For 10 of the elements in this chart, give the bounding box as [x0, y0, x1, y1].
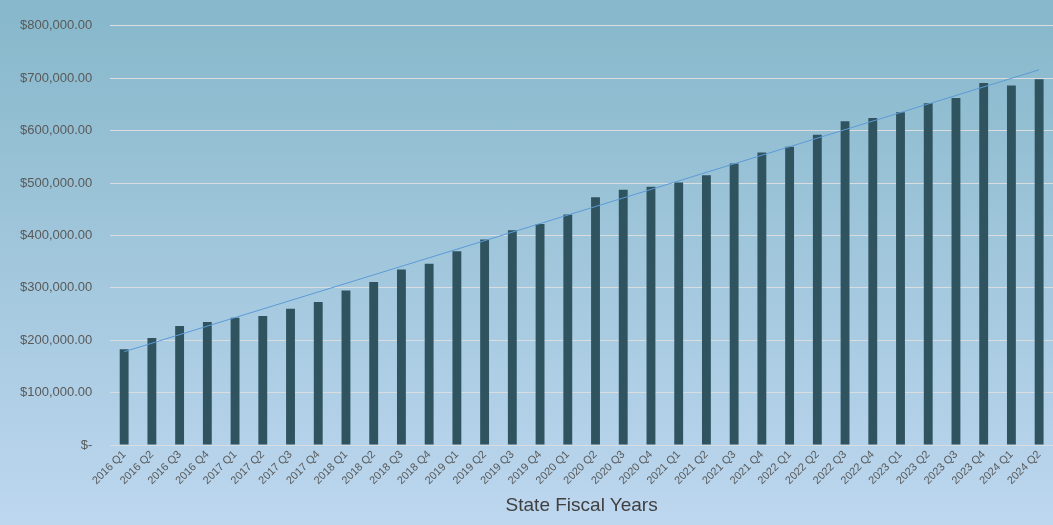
- x-axis-title: State Fiscal Years: [505, 493, 658, 515]
- y-tick-label: $400,000.00: [20, 226, 93, 242]
- y-tick-label: $300,000.00: [20, 279, 93, 295]
- y-tick-label: $100,000.00: [20, 384, 93, 400]
- y-tick-label: $700,000.00: [20, 69, 93, 85]
- y-tick-label: $600,000.00: [20, 122, 93, 138]
- y-tick-label: $-: [80, 436, 93, 452]
- y-tick-label: $500,000.00: [20, 174, 93, 190]
- y-tick-label: $800,000.00: [20, 17, 93, 33]
- y-tick-label: $200,000.00: [20, 331, 93, 347]
